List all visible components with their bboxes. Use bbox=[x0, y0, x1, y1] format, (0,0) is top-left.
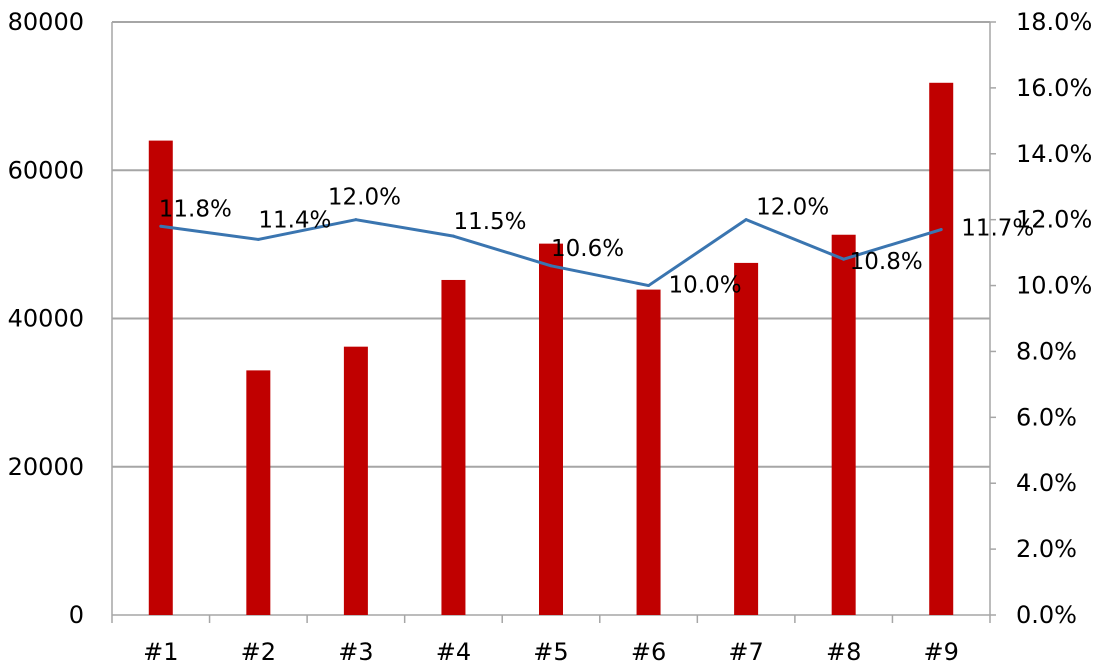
line-data-label: 11.8% bbox=[159, 196, 232, 222]
right-tick-label: 0.0% bbox=[1016, 601, 1077, 629]
right-tick-label: 16.0% bbox=[1016, 74, 1092, 102]
line-point bbox=[451, 234, 455, 238]
left-tick-label: 0 bbox=[69, 601, 84, 629]
right-axis-ticks: 0.0% 2.0% 4.0% 6.0% 8.0% 10.0% 12.0% 14.0% 16.0%… bbox=[1016, 8, 1092, 629]
left-axis-ticks: 0 20000 40000 60000 80000 bbox=[8, 8, 84, 629]
bar bbox=[246, 370, 271, 615]
right-tick-label: 2.0% bbox=[1016, 535, 1077, 563]
category-label: #8 bbox=[826, 638, 861, 666]
bar bbox=[539, 243, 563, 616]
line-point bbox=[354, 218, 358, 222]
line-data-label: 10.8% bbox=[850, 249, 923, 275]
category-label: #2 bbox=[241, 638, 276, 666]
category-label: #5 bbox=[533, 638, 568, 666]
line-point bbox=[939, 228, 943, 232]
line-data-label: 10.6% bbox=[551, 236, 624, 262]
line-point bbox=[647, 284, 651, 288]
line-data-label: 12.0% bbox=[328, 185, 401, 211]
category-label: #3 bbox=[338, 638, 373, 666]
category-label: #7 bbox=[728, 638, 763, 666]
line-data-label: 11.7% bbox=[961, 216, 1034, 242]
line-data-label: 12.0% bbox=[756, 195, 829, 221]
line-point bbox=[549, 264, 553, 268]
category-axis-ticks: #1 #2 #3 #4 #5 #6 #7 #8 #9 bbox=[143, 638, 959, 666]
category-label: #9 bbox=[924, 638, 959, 666]
left-tick-label: 20000 bbox=[8, 453, 84, 481]
bar bbox=[441, 279, 466, 615]
bar-series bbox=[148, 82, 954, 616]
category-label: #6 bbox=[631, 638, 666, 666]
right-tick-label: 18.0% bbox=[1016, 8, 1092, 36]
bar bbox=[343, 346, 368, 615]
right-tick-label: 10.0% bbox=[1016, 272, 1092, 300]
bar bbox=[929, 82, 954, 616]
line-data-label: 10.0% bbox=[669, 273, 742, 299]
right-tick-label: 4.0% bbox=[1016, 469, 1077, 497]
category-label: #4 bbox=[436, 638, 471, 666]
line-point bbox=[159, 224, 163, 228]
line-point bbox=[842, 257, 846, 261]
right-tick-label: 6.0% bbox=[1016, 403, 1077, 431]
bar bbox=[734, 262, 759, 615]
left-tick-label: 40000 bbox=[8, 305, 84, 333]
left-tick-label: 60000 bbox=[8, 156, 84, 184]
right-tick-label: 14.0% bbox=[1016, 140, 1092, 168]
line-data-label: 11.5% bbox=[453, 209, 526, 235]
line-data-label: 11.4% bbox=[258, 207, 331, 233]
left-tick-label: 80000 bbox=[8, 8, 84, 36]
right-tick-label: 12.0% bbox=[1016, 206, 1092, 234]
category-label: #1 bbox=[143, 638, 178, 666]
line-point bbox=[256, 237, 260, 241]
right-tick-label: 8.0% bbox=[1016, 337, 1077, 365]
line-point bbox=[744, 218, 748, 222]
bar bbox=[148, 140, 173, 615]
bar bbox=[636, 289, 661, 615]
line-series bbox=[159, 218, 943, 288]
bar bbox=[831, 234, 856, 615]
data-labels: 11.8% 11.4%12.0%11.5%10.6%10.0%12.0%10.8%… bbox=[159, 185, 1035, 299]
